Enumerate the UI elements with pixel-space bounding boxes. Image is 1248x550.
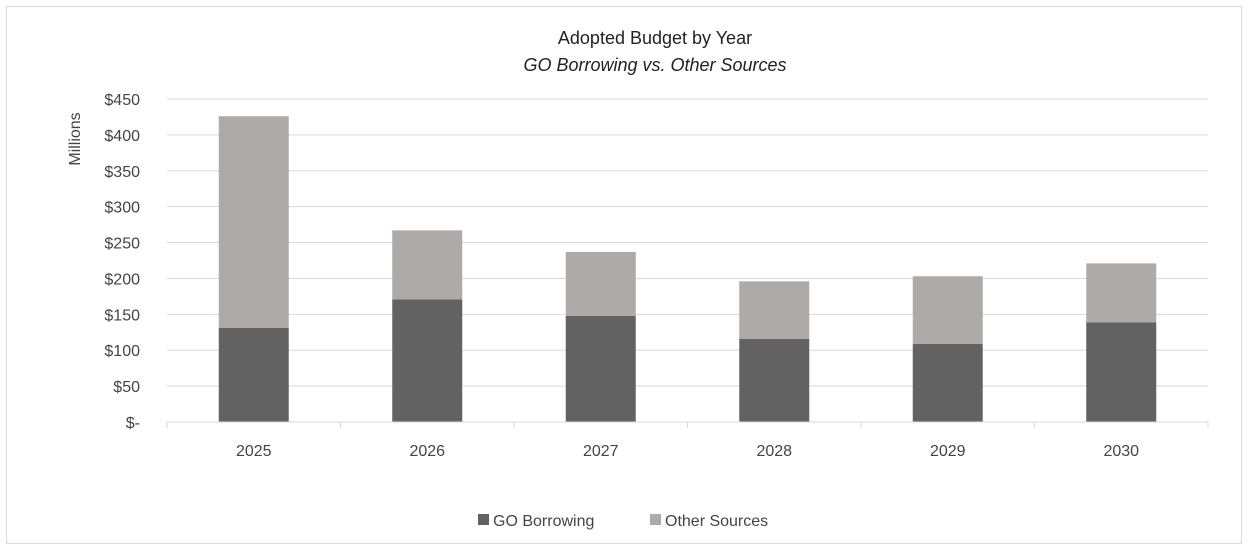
bar-go-borrowing-2029 xyxy=(912,343,983,422)
x-tick-label: 2027 xyxy=(583,443,619,460)
bar-go-borrowing-2028 xyxy=(739,338,810,422)
bar-other-sources-2025 xyxy=(218,116,289,328)
legend-label: Other Sources xyxy=(665,513,768,530)
y-axis-title: Millions xyxy=(67,112,84,165)
y-tick-label: $350 xyxy=(104,164,140,181)
y-tick-label: $300 xyxy=(104,200,140,217)
bar-go-borrowing-2025 xyxy=(218,327,289,422)
bar-other-sources-2027 xyxy=(565,251,636,316)
bar-other-sources-2026 xyxy=(392,230,463,300)
bar-other-sources-2029 xyxy=(912,276,983,344)
y-tick-label: $50 xyxy=(113,379,140,396)
legend-label: GO Borrowing xyxy=(493,513,594,530)
x-axis: 2025 2026 2027 2028 2029 2030 xyxy=(166,421,1209,460)
bar-go-borrowing-2030 xyxy=(1086,322,1157,422)
y-tick-label: $100 xyxy=(104,343,140,360)
y-axis-ticks: $- $50 $100 $150 $200 $250 $300 $350 $400 $450 xyxy=(104,92,140,432)
y-tick-label: $- xyxy=(126,415,140,432)
y-tick-label: $150 xyxy=(104,307,140,324)
bar-go-borrowing-2027 xyxy=(565,315,636,422)
chart-title: Adopted Budget by Year xyxy=(558,28,752,48)
bar-other-sources-2028 xyxy=(739,281,810,339)
gridlines xyxy=(167,98,1208,387)
y-tick-label: $200 xyxy=(104,271,140,288)
x-tick-label: 2028 xyxy=(756,443,792,460)
y-tick-label: $250 xyxy=(104,236,140,253)
x-tick-label: 2029 xyxy=(930,443,966,460)
legend-swatch-other-sources xyxy=(650,514,661,525)
x-tick-label: 2030 xyxy=(1103,443,1139,460)
y-tick-label: $400 xyxy=(104,128,140,145)
bars xyxy=(218,116,1157,422)
bar-go-borrowing-2026 xyxy=(392,299,463,422)
y-tick-label: $450 xyxy=(104,92,140,109)
legend: GO Borrowing Other Sources xyxy=(478,513,768,530)
bar-other-sources-2030 xyxy=(1086,263,1157,323)
chart-subtitle: GO Borrowing vs. Other Sources xyxy=(523,55,786,75)
x-tick-label: 2025 xyxy=(236,443,272,460)
x-tick-label: 2026 xyxy=(409,443,445,460)
legend-swatch-go-borrowing xyxy=(478,514,489,525)
